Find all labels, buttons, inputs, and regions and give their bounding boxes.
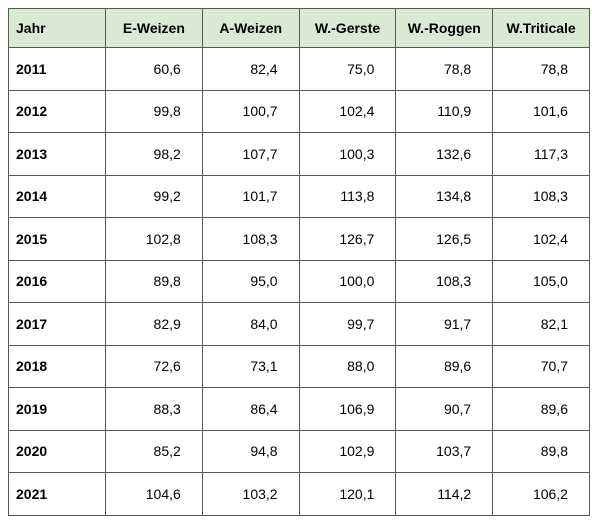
year-cell: 2015 bbox=[8, 217, 106, 261]
year-cell: 2016 bbox=[8, 259, 106, 303]
year-cell: 2014 bbox=[8, 174, 106, 218]
year-cell: 2019 bbox=[8, 387, 106, 431]
data-table-container: Jahr E-Weizen A-Weizen W.-Gerste W.-Roggen W.… bbox=[8, 8, 590, 516]
value-cell-w-roggen: 90,7 bbox=[395, 387, 494, 431]
value-cell-e-weizen: 99,2 bbox=[105, 174, 203, 218]
value-cell-e-weizen: 88,3 bbox=[105, 387, 203, 431]
year-cell: 2013 bbox=[8, 132, 106, 176]
column-header-e-weizen: E-Weizen bbox=[105, 8, 203, 48]
value-cell-w-gerste: 120,1 bbox=[298, 472, 397, 516]
value-cell-a-weizen: 95,0 bbox=[201, 259, 300, 303]
value-cell-w-triticale: 106,2 bbox=[492, 472, 590, 516]
value-cell-e-weizen: 104,6 bbox=[105, 472, 203, 516]
year-cell: 2018 bbox=[8, 344, 106, 388]
value-cell-w-gerste: 102,9 bbox=[298, 429, 397, 473]
value-cell-e-weizen: 99,8 bbox=[105, 89, 203, 133]
value-cell-w-roggen: 108,3 bbox=[395, 259, 494, 303]
value-cell-w-roggen: 126,5 bbox=[395, 217, 494, 261]
value-cell-w-triticale: 117,3 bbox=[492, 132, 590, 176]
value-cell-w-gerste: 75,0 bbox=[298, 47, 397, 91]
value-cell-e-weizen: 89,8 bbox=[105, 259, 203, 303]
value-cell-w-triticale: 105,0 bbox=[492, 259, 590, 303]
table-row: 2014 99,2 101,7 113,8 134,8 108,3 bbox=[8, 174, 590, 218]
table-row: 2016 89,8 95,0 100,0 108,3 105,0 bbox=[8, 259, 590, 303]
value-cell-e-weizen: 82,9 bbox=[105, 302, 203, 346]
year-cell: 2012 bbox=[8, 89, 106, 133]
value-cell-w-triticale: 82,1 bbox=[492, 302, 590, 346]
value-cell-a-weizen: 86,4 bbox=[201, 387, 300, 431]
table-row: 2015 102,8 108,3 126,7 126,5 102,4 bbox=[8, 217, 590, 261]
column-header-a-weizen: A-Weizen bbox=[201, 8, 300, 48]
value-cell-w-triticale: 70,7 bbox=[492, 344, 590, 388]
value-cell-e-weizen: 72,6 bbox=[105, 344, 203, 388]
value-cell-w-roggen: 110,9 bbox=[395, 89, 494, 133]
value-cell-w-roggen: 134,8 bbox=[395, 174, 494, 218]
value-cell-w-roggen: 103,7 bbox=[395, 429, 494, 473]
value-cell-a-weizen: 107,7 bbox=[201, 132, 300, 176]
year-cell: 2017 bbox=[8, 302, 106, 346]
table-row: 2012 99,8 100,7 102,4 110,9 101,6 bbox=[8, 89, 590, 133]
table-row: 2013 98,2 107,7 100,3 132,6 117,3 bbox=[8, 132, 590, 176]
value-cell-a-weizen: 101,7 bbox=[201, 174, 300, 218]
table-row: 2017 82,9 84,0 99,7 91,7 82,1 bbox=[8, 302, 590, 346]
year-cell: 2021 bbox=[8, 472, 106, 516]
value-cell-w-triticale: 78,8 bbox=[492, 47, 590, 91]
value-cell-w-gerste: 102,4 bbox=[298, 89, 397, 133]
value-cell-w-triticale: 89,6 bbox=[492, 387, 590, 431]
value-cell-e-weizen: 98,2 bbox=[105, 132, 203, 176]
table-row: 2020 85,2 94,8 102,9 103,7 89,8 bbox=[8, 429, 590, 473]
value-cell-w-roggen: 89,6 bbox=[395, 344, 494, 388]
value-cell-w-gerste: 100,3 bbox=[298, 132, 397, 176]
value-cell-w-gerste: 99,7 bbox=[298, 302, 397, 346]
value-cell-w-gerste: 100,0 bbox=[298, 259, 397, 303]
column-header-w-gerste: W.-Gerste bbox=[298, 8, 397, 48]
value-cell-w-gerste: 88,0 bbox=[298, 344, 397, 388]
value-cell-a-weizen: 94,8 bbox=[201, 429, 300, 473]
value-cell-w-triticale: 102,4 bbox=[492, 217, 590, 261]
value-cell-e-weizen: 60,6 bbox=[105, 47, 203, 91]
value-cell-a-weizen: 84,0 bbox=[201, 302, 300, 346]
table-header: Jahr E-Weizen A-Weizen W.-Gerste W.-Roggen W.… bbox=[8, 8, 590, 48]
year-cell: 2011 bbox=[8, 47, 106, 91]
value-cell-a-weizen: 108,3 bbox=[201, 217, 300, 261]
value-cell-w-triticale: 89,8 bbox=[492, 429, 590, 473]
column-header-w-roggen: W.-Roggen bbox=[395, 8, 494, 48]
value-cell-w-gerste: 106,9 bbox=[298, 387, 397, 431]
value-cell-w-triticale: 101,6 bbox=[492, 89, 590, 133]
table-row: 2011 60,6 82,4 75,0 78,8 78,8 bbox=[8, 47, 590, 91]
value-cell-e-weizen: 102,8 bbox=[105, 217, 203, 261]
table-row: 2018 72,6 73,1 88,0 89,6 70,7 bbox=[8, 344, 590, 388]
table-body: 2011 60,6 82,4 75,0 78,8 78,8 2012 99,8 100,7 102… bbox=[8, 47, 590, 516]
yield-table: Jahr E-Weizen A-Weizen W.-Gerste W.-Roggen W.… bbox=[8, 8, 590, 516]
value-cell-a-weizen: 73,1 bbox=[201, 344, 300, 388]
value-cell-w-triticale: 108,3 bbox=[492, 174, 590, 218]
value-cell-w-roggen: 114,2 bbox=[395, 472, 494, 516]
value-cell-a-weizen: 100,7 bbox=[201, 89, 300, 133]
header-row: Jahr E-Weizen A-Weizen W.-Gerste W.-Roggen W.… bbox=[8, 8, 590, 48]
table-row: 2021 104,6 103,2 120,1 114,2 106,2 bbox=[8, 472, 590, 516]
value-cell-w-roggen: 132,6 bbox=[395, 132, 494, 176]
table-row: 2019 88,3 86,4 106,9 90,7 89,6 bbox=[8, 387, 590, 431]
value-cell-w-roggen: 91,7 bbox=[395, 302, 494, 346]
value-cell-w-roggen: 78,8 bbox=[395, 47, 494, 91]
value-cell-a-weizen: 82,4 bbox=[201, 47, 300, 91]
column-header-jahr: Jahr bbox=[8, 8, 106, 48]
value-cell-w-gerste: 126,7 bbox=[298, 217, 397, 261]
value-cell-w-gerste: 113,8 bbox=[298, 174, 397, 218]
column-header-w-triticale: W.Triticale bbox=[492, 8, 590, 48]
value-cell-a-weizen: 103,2 bbox=[201, 472, 300, 516]
value-cell-e-weizen: 85,2 bbox=[105, 429, 203, 473]
year-cell: 2020 bbox=[8, 429, 106, 473]
